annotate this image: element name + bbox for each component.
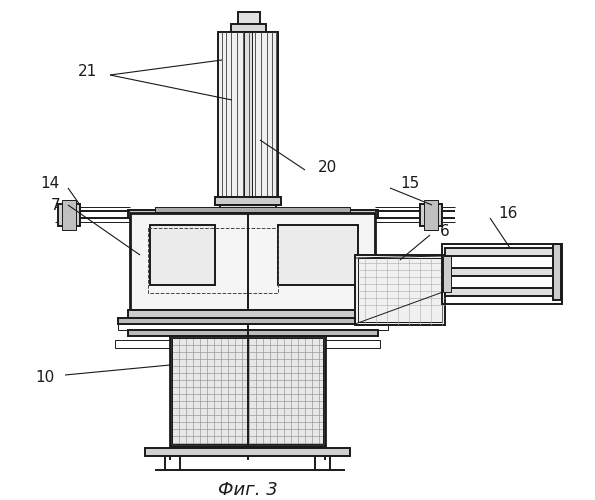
- Bar: [128, 310, 378, 318]
- Bar: [445, 268, 555, 276]
- Bar: [58, 204, 80, 226]
- Bar: [442, 244, 562, 304]
- Bar: [128, 210, 378, 218]
- Bar: [215, 197, 281, 205]
- Bar: [130, 213, 375, 310]
- Text: 15: 15: [400, 176, 419, 190]
- Bar: [278, 225, 358, 285]
- Text: 16: 16: [498, 206, 518, 220]
- Bar: [358, 258, 442, 322]
- Bar: [170, 336, 325, 446]
- Text: 10: 10: [36, 370, 55, 386]
- Bar: [355, 255, 445, 325]
- Bar: [424, 200, 438, 230]
- Bar: [445, 288, 555, 296]
- Bar: [325, 340, 380, 348]
- Bar: [115, 340, 170, 348]
- Bar: [443, 256, 451, 292]
- Bar: [155, 207, 350, 212]
- Bar: [231, 24, 266, 32]
- Bar: [128, 330, 378, 336]
- Bar: [145, 448, 350, 456]
- Bar: [218, 32, 278, 197]
- Bar: [118, 324, 388, 330]
- Bar: [445, 248, 555, 256]
- Text: Фиг. 3: Фиг. 3: [218, 481, 278, 499]
- Text: 14: 14: [40, 176, 60, 192]
- Text: 6: 6: [440, 224, 450, 240]
- Bar: [62, 200, 76, 230]
- Text: 7: 7: [51, 198, 60, 212]
- Bar: [172, 338, 323, 444]
- Bar: [238, 12, 260, 24]
- Bar: [553, 244, 561, 300]
- Bar: [150, 225, 215, 285]
- Bar: [118, 318, 388, 324]
- Bar: [244, 32, 252, 197]
- Bar: [220, 205, 276, 213]
- Bar: [420, 204, 442, 226]
- Text: 21: 21: [78, 64, 97, 80]
- Bar: [148, 228, 278, 293]
- Text: 20: 20: [318, 160, 337, 176]
